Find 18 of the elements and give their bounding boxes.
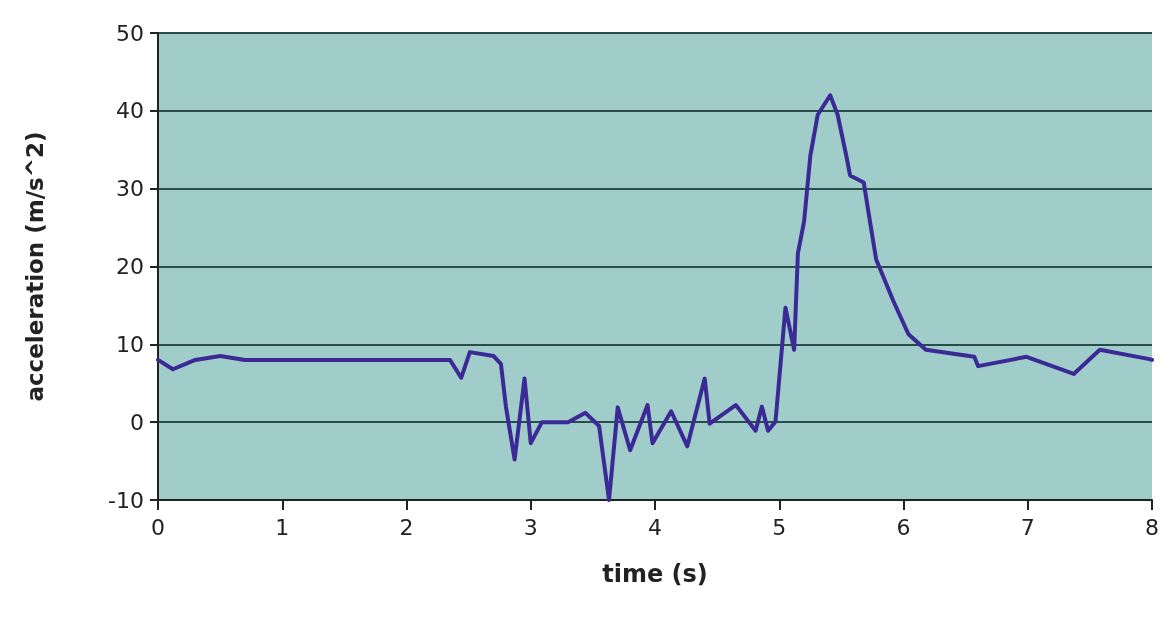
y-tick-label: 40 <box>116 98 144 124</box>
x-tick-label: 7 <box>1020 514 1035 540</box>
x-tick-label: 3 <box>523 514 538 540</box>
x-axis-title: time (s) <box>602 560 708 588</box>
x-tick-label: 8 <box>1145 514 1159 540</box>
y-axis-title: acceleration (m/s^2) <box>21 131 48 402</box>
y-tick-label: 50 <box>116 20 144 46</box>
x-tick-label: 1 <box>275 514 290 540</box>
y-tick-label: 0 <box>130 409 144 435</box>
y-tick-label: 20 <box>116 254 144 279</box>
x-tick-label: 0 <box>151 514 165 540</box>
y-tick-label: 10 <box>116 331 144 357</box>
x-tick-label: 2 <box>399 514 414 540</box>
x-tick-label: 4 <box>648 514 662 540</box>
x-tick-label: 6 <box>896 514 911 540</box>
y-tick-label: -10 <box>108 487 144 513</box>
x-tick-label: 5 <box>772 514 787 540</box>
y-tick-label: 30 <box>116 176 144 202</box>
